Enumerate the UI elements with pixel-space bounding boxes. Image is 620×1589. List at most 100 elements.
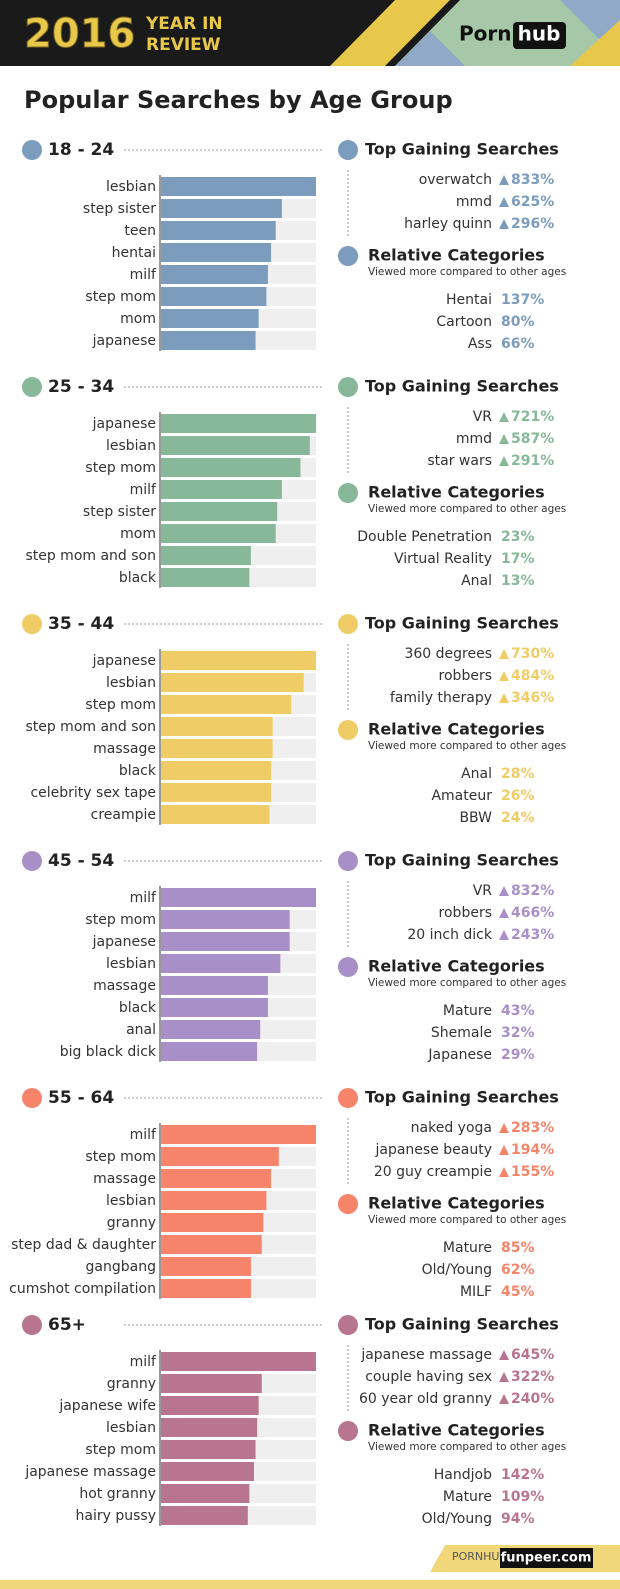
up-arrow xyxy=(499,649,509,659)
section-dot xyxy=(338,1421,358,1441)
section-heading: Top Gaining Searches xyxy=(365,1315,559,1334)
category-share: 32% xyxy=(501,1025,535,1041)
bar-label: anal xyxy=(126,1022,156,1038)
search-term: family therapy xyxy=(390,690,492,706)
bar xyxy=(161,1440,256,1459)
category-share: 109% xyxy=(501,1489,544,1505)
category-share: 66% xyxy=(501,336,535,352)
bar xyxy=(161,1418,258,1437)
section-heading: Relative Categories xyxy=(368,1421,545,1440)
search-term: 360 degrees xyxy=(404,646,492,662)
age-label: 45 - 54 xyxy=(48,851,114,871)
section-dot xyxy=(338,483,358,503)
search-term: couple having sex xyxy=(365,1369,492,1385)
bar-label: milf xyxy=(130,267,157,283)
bar-label: step mom and son xyxy=(25,719,156,735)
logo-text: hub xyxy=(518,22,561,46)
search-term: 60 year old granny xyxy=(359,1391,492,1407)
bar xyxy=(161,739,273,758)
search-change: 240% xyxy=(511,1391,554,1407)
search-term: japanese massage xyxy=(360,1347,492,1363)
section-heading: Relative Categories xyxy=(368,246,545,265)
bar xyxy=(161,243,272,262)
section-note: Viewed more compared to other ages xyxy=(368,266,566,278)
bar-label: granny xyxy=(107,1215,156,1231)
category-name: Amateur xyxy=(431,788,492,804)
search-change: 296% xyxy=(511,216,554,232)
bar xyxy=(161,458,301,477)
category-share: 137% xyxy=(501,292,544,308)
bar-label: hentai xyxy=(112,245,156,261)
category-name: Japanese xyxy=(427,1047,492,1063)
up-arrow xyxy=(499,1167,509,1177)
category-name: MILF xyxy=(460,1284,492,1300)
bar xyxy=(161,717,273,736)
bar xyxy=(161,568,250,587)
watermark-box xyxy=(500,1548,593,1568)
bar xyxy=(161,221,276,240)
bar-label: step mom xyxy=(85,697,156,713)
bar xyxy=(161,502,278,521)
category-share: 85% xyxy=(501,1240,535,1256)
category-share: 43% xyxy=(501,1003,535,1019)
up-arrow xyxy=(499,434,509,444)
section-dot xyxy=(338,614,358,634)
section-dot xyxy=(338,377,358,397)
section-note: Viewed more compared to other ages xyxy=(368,1214,566,1226)
section-heading: Top Gaining Searches xyxy=(365,1088,559,1107)
search-change: 625% xyxy=(511,194,554,210)
category-name: Shemale xyxy=(431,1025,492,1041)
header-triangle xyxy=(395,31,465,66)
up-arrow xyxy=(499,1394,509,1404)
category-name: Mature xyxy=(443,1003,492,1019)
category-name: Virtual Reality xyxy=(394,551,492,567)
footer-strip xyxy=(0,1580,620,1589)
search-term: naked yoga xyxy=(411,1120,492,1136)
section-heading: Relative Categories xyxy=(368,720,545,739)
up-arrow xyxy=(499,412,509,422)
bar xyxy=(161,651,316,670)
bar-label: mom xyxy=(120,526,156,542)
bar xyxy=(161,1213,264,1232)
bar xyxy=(161,976,268,995)
category-name: BBW xyxy=(459,810,492,826)
bar-label: milf xyxy=(130,482,157,498)
bar-label: granny xyxy=(107,1376,156,1392)
search-term: star wars xyxy=(427,453,492,469)
search-change: 243% xyxy=(511,927,554,943)
bar xyxy=(161,1042,258,1061)
bar xyxy=(161,1352,316,1371)
bar-label: lesbian xyxy=(106,1193,156,1209)
bar-label: black xyxy=(119,763,157,779)
bar-label: step mom xyxy=(85,1442,156,1458)
bar-label: lesbian xyxy=(106,1420,156,1436)
bar-label: japanese massage xyxy=(24,1464,156,1480)
header-panel xyxy=(395,0,620,66)
section-heading: Top Gaining Searches xyxy=(365,851,559,870)
bar-label: japanese xyxy=(92,333,156,349)
bar xyxy=(161,1125,316,1144)
up-arrow xyxy=(499,197,509,207)
bar xyxy=(161,309,259,328)
search-change: 283% xyxy=(511,1120,554,1136)
up-arrow xyxy=(499,175,509,185)
bar-label: massage xyxy=(93,978,156,994)
bar-label: step sister xyxy=(83,504,156,520)
bar xyxy=(161,480,282,499)
bar-label: step mom and son xyxy=(25,548,156,564)
group-dot xyxy=(22,614,42,634)
section-note: Viewed more compared to other ages xyxy=(368,740,566,752)
section-dot xyxy=(338,140,358,160)
bar xyxy=(161,998,268,1017)
section-dot xyxy=(338,720,358,740)
section-heading: Relative Categories xyxy=(368,1194,545,1213)
category-share: 28% xyxy=(501,766,535,782)
search-change: 291% xyxy=(511,453,554,469)
search-term: mmd xyxy=(456,431,492,447)
section-note: Viewed more compared to other ages xyxy=(368,1441,566,1453)
category-share: 142% xyxy=(501,1467,544,1483)
bar-label: hairy pussy xyxy=(76,1508,156,1524)
section-dot xyxy=(338,1194,358,1214)
search-term: 20 guy creampie xyxy=(374,1164,492,1180)
